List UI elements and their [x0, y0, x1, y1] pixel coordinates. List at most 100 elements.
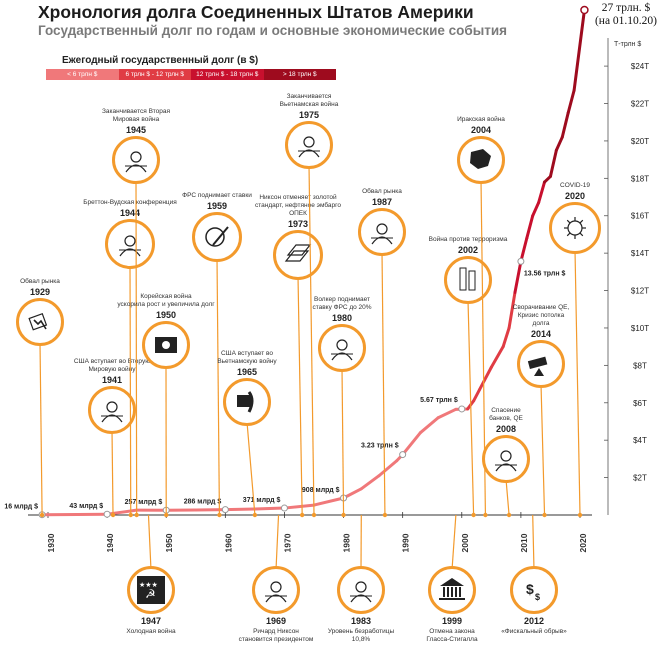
event-year: 1929: [30, 287, 50, 297]
x-tick-label: 1930: [46, 533, 56, 552]
event-anchor-dot: [382, 512, 388, 518]
y-tick-label: $6T: [633, 399, 647, 408]
event-text: Война против терроризма: [429, 235, 508, 243]
legend-title: Ежегодный государственный долг (в $): [62, 55, 259, 66]
event-ring: [482, 435, 530, 483]
event-text: Мировая война: [113, 115, 160, 123]
event-year: 1987: [372, 197, 392, 207]
event-year: 1975: [299, 110, 319, 120]
flag: [237, 395, 251, 407]
event-text: Иракская война: [457, 115, 505, 123]
figure-body: [495, 463, 517, 472]
event-stem: [451, 514, 457, 571]
flag-circle: [162, 341, 170, 349]
event-text: Обвал рынка: [362, 187, 402, 195]
column: [455, 587, 457, 597]
event-text: Никсон отменяет золотой: [259, 193, 337, 201]
debt-line-segment: [489, 345, 505, 369]
event-anchor-dot: [128, 512, 133, 518]
event-anchor-dot: [483, 512, 488, 518]
debt-line-segment: [507, 290, 517, 330]
data-point: [280, 504, 288, 512]
legend-label: > 18 трлн $: [282, 71, 317, 78]
figure-head: [336, 339, 348, 351]
event-marker-2002: 2002 Война против терроризма: [429, 235, 508, 518]
event-year: 1983: [351, 616, 371, 626]
event-text: Корейская война: [140, 292, 192, 300]
virus-spike: [579, 232, 584, 237]
legend-label: < 6 трлн $: [67, 71, 98, 78]
event-year: 1941: [102, 375, 122, 385]
event-text: долга: [533, 320, 550, 327]
event-anchor-dot: [299, 512, 305, 518]
data-label: 257 млрд $: [125, 499, 163, 506]
y-tick-label: $2T: [633, 474, 647, 483]
event-anchor-dot: [39, 512, 45, 518]
figure-head: [376, 223, 388, 235]
data-point: [399, 451, 407, 459]
event-text: США вступает во: [221, 350, 273, 357]
event-year: 1944: [120, 208, 140, 218]
event-text: Холодная война: [126, 627, 176, 635]
event-stem: [275, 514, 280, 571]
figure-head: [124, 235, 136, 247]
event-anchor-dot: [217, 512, 222, 518]
event-text: Обвал рынка: [20, 277, 60, 285]
final-point: [580, 5, 589, 15]
y-tick-label: $24T: [631, 62, 649, 71]
y-tick-label: $16T: [631, 212, 649, 221]
column: [459, 587, 461, 597]
event-anchor-dot: [542, 512, 547, 518]
event-stem: [308, 164, 315, 516]
debt-line-segment: [359, 474, 381, 491]
data-label: 3.23 трлн $: [361, 443, 399, 450]
debt-line-segment: [566, 88, 576, 115]
event-anchor-dot: [341, 512, 346, 518]
tower: [459, 267, 467, 291]
legend-item-top: > 18 трлн $: [263, 69, 336, 80]
data-label: 16 млрд $: [4, 504, 38, 511]
legend-bar: < 6 трлн $ 6 трлн $ - 12 трлн $ 12 трлн …: [46, 69, 336, 80]
debt-line-segment: [554, 135, 564, 152]
event-text: Сворачивание QE,: [513, 304, 570, 311]
debt-line-segment: [282, 503, 316, 510]
event-marker-1929: 1929 Обвал рынка: [16, 277, 64, 518]
data-label: 5.67 трлн $: [420, 397, 458, 404]
event-marker-2012: $ $2012«Фискальный обрыв»: [501, 514, 567, 635]
debt-line-segment: [418, 416, 440, 435]
x-tick-label: 2010: [519, 533, 529, 552]
data-point: [517, 257, 525, 265]
event-ring: [318, 324, 366, 372]
y-tick-label: $8T: [633, 361, 647, 370]
debt-line-segment: [472, 388, 482, 403]
event-year: 2020: [565, 191, 585, 201]
event-marker-1987: 1987 Обвал рынка: [358, 187, 406, 518]
event-stem: [341, 367, 345, 516]
event-anchor-dot: [311, 512, 317, 518]
crash-arrow: [33, 319, 47, 330]
dollar: $: [526, 581, 534, 597]
y-tick-label: $10T: [631, 324, 649, 333]
x-tick-label: 1990: [401, 533, 411, 552]
figure-head: [355, 581, 367, 593]
event-ring: [358, 208, 406, 256]
debt-line-segment: [377, 459, 399, 478]
data-label: 43 млрд $: [69, 503, 103, 510]
figure-head: [130, 151, 142, 163]
event-anchor-dot: [577, 512, 583, 518]
data-point: [458, 405, 466, 413]
event-text: «Фискальный обрыв»: [501, 627, 567, 635]
final-date: (на 01.10.20): [594, 15, 658, 27]
event-stem: [467, 299, 475, 516]
event-marker-1944: 1944 Бреттон-Вудская конференция: [83, 199, 177, 518]
legend-item-high: 12 трлн $ - 18 трлн $: [191, 69, 264, 80]
event-text: Гласса-Стигалла: [426, 636, 478, 643]
event-year: 1973: [288, 219, 308, 229]
debt-line-segment: [537, 180, 547, 205]
